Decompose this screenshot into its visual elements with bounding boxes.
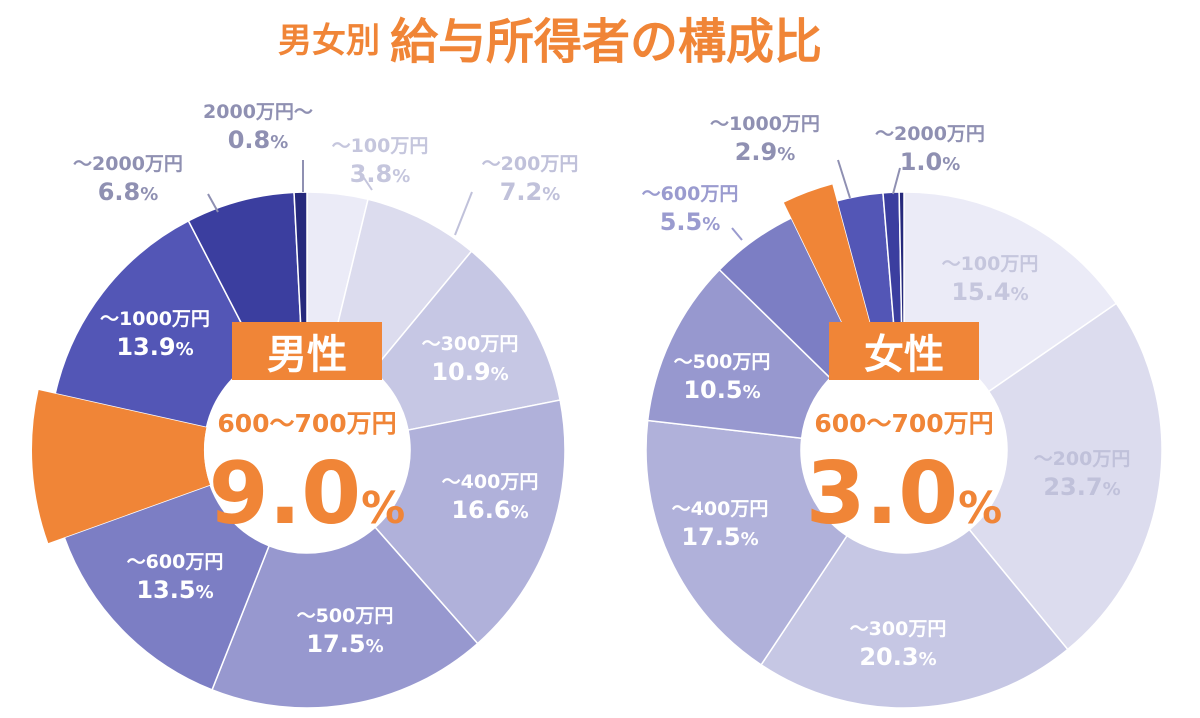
pie-0-value-4: 17.5% — [306, 630, 383, 658]
pie-0-label-2: 〜300万円 — [422, 333, 519, 355]
pie-1-value-1: 23.7% — [1043, 473, 1120, 501]
pie-1-label-5: 〜600万円 — [642, 183, 739, 205]
pie-1-label-4: 〜500万円 — [674, 351, 771, 373]
pie-0-value-7: 13.9% — [116, 333, 193, 361]
pie-1-label-2: 〜300万円 — [850, 618, 947, 640]
pie-1-center — [801, 347, 1007, 553]
pie-0-slice-4 — [211, 526, 479, 709]
pie-1-label-8: 〜2000万円 — [875, 123, 985, 145]
chart-title: 男女別 給与所得者の構成比 — [278, 14, 822, 70]
pie-0-value-8: 6.8% — [98, 178, 159, 206]
pie-0-label-9: 2000万円〜 — [203, 101, 313, 123]
pie-1-leader-7 — [837, 159, 851, 199]
pie-1-label-3: 〜400万円 — [672, 498, 769, 520]
pie-1-label-1: 〜200万円 — [1034, 448, 1131, 470]
pie-0-value-1: 7.2% — [500, 178, 561, 206]
pie-0-center — [204, 347, 410, 553]
pie-0-highlight — [31, 390, 211, 544]
pie-1-value-7: 2.9% — [735, 138, 796, 166]
pie-0-gender-label: 男性 — [267, 332, 347, 378]
pie-0-label-0: 〜100万円 — [332, 135, 429, 157]
pie-1-leader-5 — [731, 227, 743, 241]
pie-1-label-0: 〜100万円 — [942, 253, 1039, 275]
pie-1-value-8: 1.0% — [900, 148, 961, 176]
pie-0-label-4: 〜500万円 — [297, 605, 394, 627]
pie-0-label-3: 〜400万円 — [442, 471, 539, 493]
pie-0-leader-1 — [454, 191, 473, 236]
pie-0-label-7: 〜1000万円 — [100, 308, 210, 330]
title-prefix: 男女別 — [278, 21, 380, 61]
pie-1-value-2: 20.3% — [859, 643, 936, 671]
pie-1-gender-badge — [829, 322, 979, 380]
pie-0-gender-badge — [232, 322, 382, 380]
pie-1-value-0: 15.4% — [951, 278, 1028, 306]
pie-0-label-1: 〜200万円 — [482, 153, 579, 175]
pie-1-highlight-value: 3.0% — [806, 444, 1002, 544]
pie-1-value-3: 17.5% — [681, 523, 758, 551]
pie-0-label-5: 〜600万円 — [127, 551, 224, 573]
pie-1-highlight-label: 600〜700万円 — [814, 409, 993, 438]
pie-0-value-5: 13.5% — [136, 576, 213, 604]
pie-0-value-2: 10.9% — [431, 358, 508, 386]
pie-0-leader-8 — [207, 193, 219, 213]
pie-1-gender-label: 女性 — [864, 332, 944, 378]
pie-1-value-4: 10.5% — [683, 376, 760, 404]
pie-1-label-7: 〜1000万円 — [710, 113, 820, 135]
pie-0-highlight-value: 9.0% — [209, 444, 405, 544]
pie-0-leader-0 — [359, 171, 373, 191]
pie-0-value-9: 0.8% — [228, 126, 289, 154]
pie-1-value-5: 5.5% — [660, 208, 721, 236]
pie-0-value-0: 3.8% — [350, 160, 411, 188]
pie-1-highlight — [783, 184, 878, 358]
title-main: 給与所得者の構成比 — [390, 14, 822, 70]
pie-chart-female: 〜100万円 15.4% 〜200万円 23.7% 〜300万円 20.3% 〜400万円 1… — [642, 113, 1163, 709]
pie-0-label-8: 〜2000万円 — [73, 153, 183, 175]
pie-0-value-3: 16.6% — [451, 496, 528, 524]
pie-0-highlight-label: 600〜700万円 — [217, 409, 396, 438]
pie-chart-male: 〜100万円 3.8% 〜200万円 7.2% 〜300万円 10.9% 〜400万円 16.… — [31, 101, 579, 709]
pie-1-leader-8 — [892, 167, 901, 195]
